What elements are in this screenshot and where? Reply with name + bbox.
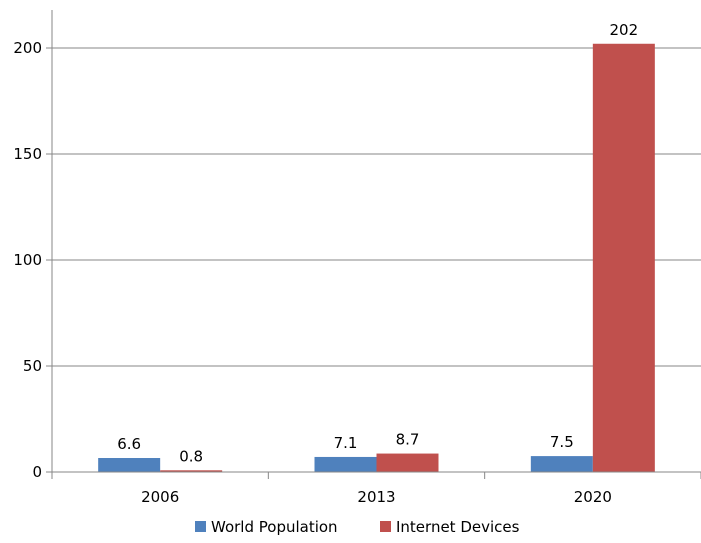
- data-label: 7.1: [334, 434, 358, 452]
- bar: [530, 456, 593, 472]
- bar: [98, 458, 161, 472]
- y-axis-ticks: 0 50 100 150 200: [13, 39, 52, 481]
- y-tick-label: 0: [32, 463, 42, 481]
- x-tick-label: 2006: [141, 488, 179, 506]
- data-label: 202: [610, 21, 639, 39]
- bar: [376, 453, 439, 472]
- legend: World Population Internet Devices: [195, 518, 520, 536]
- data-labels: 6.6 0.8 7.1 8.7 7.5 202: [117, 21, 638, 466]
- legend-label: World Population: [211, 518, 338, 536]
- y-tick-label: 200: [13, 39, 42, 57]
- bars: [98, 43, 655, 472]
- axes: [51, 10, 701, 473]
- data-label: 8.7: [396, 431, 420, 449]
- y-tick-label: 150: [13, 145, 42, 163]
- legend-label: Internet Devices: [396, 518, 520, 536]
- data-label: 0.8: [179, 447, 203, 465]
- x-tick-label: 2020: [574, 488, 612, 506]
- legend-swatch: [195, 521, 206, 532]
- legend-swatch: [380, 521, 391, 532]
- bar: [314, 456, 377, 472]
- x-tick-label: 2013: [357, 488, 395, 506]
- y-tick-label: 100: [13, 251, 42, 269]
- bar: [160, 470, 223, 472]
- y-tick-label: 50: [23, 357, 42, 375]
- data-label: 6.6: [117, 435, 141, 453]
- data-label: 7.5: [550, 433, 574, 451]
- x-axis-ticks: 2006 2013 2020: [51, 472, 701, 506]
- bar: [592, 43, 655, 472]
